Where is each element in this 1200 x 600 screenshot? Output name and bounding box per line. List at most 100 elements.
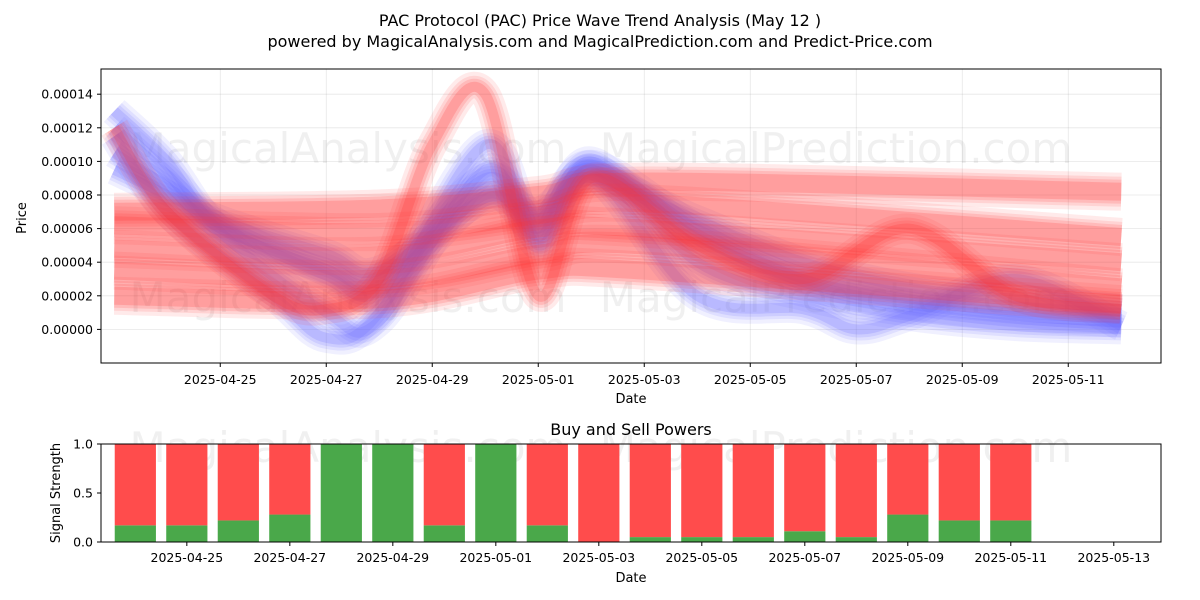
price-wave-chart: MagicalAnalysis.com MagicalPrediction.co… (15, 68, 1162, 407)
buy-sell-x-tick-label: 2025-05-07 (768, 550, 841, 565)
price-wave-blue-0 (106, 119, 1122, 334)
buy-bar (938, 520, 980, 542)
price-y-tick-label: 0.00008 (41, 188, 93, 203)
price-wave-red-5 (109, 81, 1122, 316)
price-wave-blue-4 (110, 133, 1124, 345)
buy-bar (217, 520, 259, 542)
buy-sell-x-tick-label: 2025-05-05 (665, 550, 738, 565)
chart-title-line1: PAC Protocol (PAC) Price Wave Trend Anal… (379, 11, 821, 30)
price-y-tick-label: 0.00000 (41, 322, 93, 337)
price-wave-red-5 (101, 72, 1124, 326)
sell-bar (887, 444, 929, 515)
price-plot-frame (100, 68, 1162, 364)
buy-bar (887, 514, 929, 542)
sell-bar (423, 444, 465, 526)
sell-bar (629, 444, 671, 538)
buy-bar (732, 537, 774, 542)
price-x-tick-label: 2025-04-29 (396, 372, 469, 387)
buy-sell-x-tick-label: 2025-05-13 (1077, 550, 1150, 565)
buy-bar (475, 444, 517, 542)
buy-sell-bars (114, 444, 1032, 542)
price-y-tick-label: 0.00014 (41, 87, 93, 102)
price-wave-red-9 (113, 234, 1123, 297)
price-y-tick-label: 0.00006 (41, 221, 93, 236)
price-x-ticks: 2025-04-25 2025-04-27 2025-04-29 2025-05-01… (184, 363, 1105, 387)
sell-bar (217, 444, 259, 521)
buy-sell-x-axis-label: Date (615, 571, 646, 586)
buy-bar (320, 444, 362, 542)
price-y-axis-label: Price (15, 202, 30, 234)
buy-bar (372, 444, 414, 542)
buy-sell-y-tick-label: 1.0 (73, 437, 93, 452)
watermark-prediction-top: MagicalPrediction.com (600, 124, 1073, 173)
price-y-tick-label: 0.00010 (41, 154, 93, 169)
sell-bar (114, 444, 156, 526)
buy-bar (114, 525, 156, 542)
watermark-prediction-mid: MagicalPrediction.com (600, 273, 1073, 322)
price-y-tick-label: 0.00002 (41, 288, 93, 303)
price-x-axis-label: Date (615, 392, 646, 407)
buy-bar (269, 514, 311, 542)
watermark-analysis-top: MagicalAnalysis.com (130, 124, 567, 173)
price-wave-red-9 (113, 231, 1123, 300)
buy-bar (526, 525, 568, 542)
price-x-tick-label: 2025-05-11 (1032, 372, 1105, 387)
sell-bar (578, 444, 620, 542)
price-wave-red-10 (114, 257, 1122, 314)
price-y-tick-label: 0.00012 (41, 120, 93, 135)
price-wave-red-9 (113, 224, 1123, 307)
price-wave-blue-2 (110, 107, 1122, 338)
price-wave-blue-1 (111, 148, 1122, 325)
price-wave-red-9 (113, 228, 1123, 303)
price-wave-red-10 (114, 247, 1123, 324)
price-wave-blue-1 (106, 140, 1123, 335)
price-wave-blue-1 (108, 143, 1122, 331)
buy-sell-x-tick-label: 2025-05-11 (974, 550, 1047, 565)
buy-sell-chart: Buy and Sell Powers MagicalAnalysis.com … (49, 420, 1162, 586)
sell-bar (526, 444, 568, 526)
price-wave-blue-3 (109, 159, 1123, 321)
price-grid (101, 69, 1161, 363)
price-wave-red-6 (114, 166, 1122, 227)
price-wave-red-6 (114, 169, 1122, 224)
price-wave-red-7 (113, 183, 1123, 256)
buy-sell-title: Buy and Sell Powers (550, 420, 712, 439)
sell-bar (784, 444, 826, 532)
sell-bar (681, 444, 723, 538)
chart-title-line2: powered by MagicalAnalysis.com and Magic… (267, 32, 932, 51)
price-wave-blue-4 (101, 127, 1128, 355)
buy-sell-y-tick-label: 0.0 (73, 535, 93, 550)
sell-bar (732, 444, 774, 538)
buy-sell-x-tick-label: 2025-04-29 (356, 550, 429, 565)
buy-sell-y-ticks: 0.0 0.5 1.0 (73, 437, 101, 550)
price-wave-red-10 (114, 254, 1123, 317)
price-wave-blue-2 (108, 105, 1122, 341)
watermark-analysis-mid: MagicalAnalysis.com (130, 273, 567, 322)
buy-sell-x-tick-label: 2025-05-03 (562, 550, 635, 565)
price-wave-red-5 (107, 78, 1123, 319)
buy-bar (990, 520, 1032, 542)
price-wave-blue-3 (110, 162, 1123, 318)
buy-bar (423, 525, 465, 542)
price-wave-red-10 (114, 251, 1123, 320)
sell-bar (938, 444, 980, 521)
price-wave-blue-3 (112, 165, 1122, 315)
sell-bar (990, 444, 1032, 521)
sell-bar (835, 444, 877, 538)
buy-sell-x-ticks: 2025-04-25 2025-04-27 2025-04-29 2025-05-01… (151, 542, 1150, 565)
price-x-tick-label: 2025-05-01 (502, 372, 575, 387)
price-wave-red-5 (104, 75, 1123, 322)
price-wave-blue-0 (108, 121, 1122, 331)
price-wave-red-7 (113, 187, 1123, 252)
price-wave-blue-2 (103, 99, 1122, 348)
buy-sell-y-tick-label: 0.5 (73, 486, 93, 501)
buy-sell-x-tick-label: 2025-04-25 (151, 550, 224, 565)
price-wave-red-6 (114, 162, 1122, 231)
price-x-tick-label: 2025-05-07 (820, 372, 893, 387)
price-x-tick-label: 2025-05-09 (926, 372, 999, 387)
price-x-tick-label: 2025-05-05 (714, 372, 787, 387)
buy-bar (166, 525, 208, 542)
price-wave-red-8 (114, 215, 1122, 272)
buy-bar (629, 537, 671, 542)
